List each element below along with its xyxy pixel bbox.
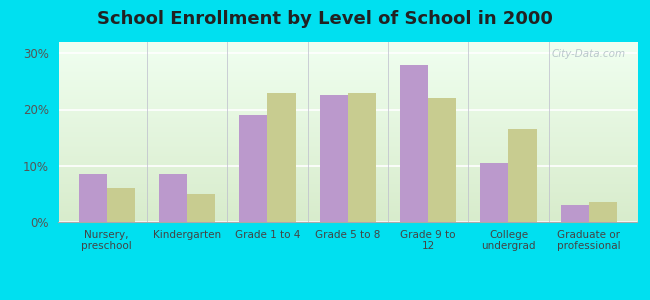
- Bar: [589, 202, 617, 222]
- Bar: [348, 93, 376, 222]
- Bar: [267, 93, 296, 222]
- Bar: [239, 115, 267, 222]
- Bar: [320, 95, 348, 222]
- Bar: [159, 174, 187, 222]
- Bar: [187, 194, 215, 222]
- Bar: [508, 129, 536, 222]
- Bar: [428, 98, 456, 222]
- Bar: [400, 64, 428, 222]
- Text: City-Data.com: City-Data.com: [551, 49, 625, 59]
- Bar: [561, 205, 589, 222]
- Text: School Enrollment by Level of School in 2000: School Enrollment by Level of School in …: [97, 11, 553, 28]
- Bar: [480, 163, 508, 222]
- Bar: [79, 174, 107, 222]
- Bar: [107, 188, 135, 222]
